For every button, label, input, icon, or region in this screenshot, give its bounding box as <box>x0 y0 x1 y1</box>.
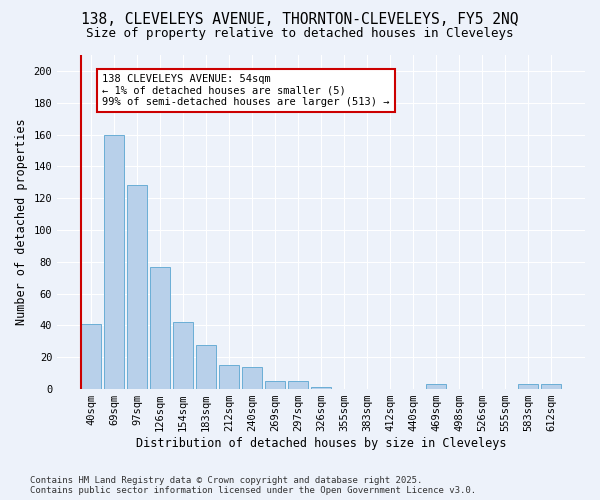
Bar <box>150 266 170 389</box>
Bar <box>541 384 561 389</box>
Bar <box>104 134 124 389</box>
Text: 138 CLEVELEYS AVENUE: 54sqm
← 1% of detached houses are smaller (5)
99% of semi-: 138 CLEVELEYS AVENUE: 54sqm ← 1% of deta… <box>103 74 390 108</box>
Bar <box>427 384 446 389</box>
X-axis label: Distribution of detached houses by size in Cleveleys: Distribution of detached houses by size … <box>136 437 506 450</box>
Text: 138, CLEVELEYS AVENUE, THORNTON-CLEVELEYS, FY5 2NQ: 138, CLEVELEYS AVENUE, THORNTON-CLEVELEY… <box>81 12 519 28</box>
Bar <box>173 322 193 389</box>
Bar <box>219 365 239 389</box>
Bar <box>311 388 331 389</box>
Bar <box>127 186 147 389</box>
Y-axis label: Number of detached properties: Number of detached properties <box>15 118 28 326</box>
Bar <box>242 367 262 389</box>
Text: Contains HM Land Registry data © Crown copyright and database right 2025.
Contai: Contains HM Land Registry data © Crown c… <box>30 476 476 495</box>
Bar <box>81 324 101 389</box>
Bar <box>265 381 285 389</box>
Bar <box>518 384 538 389</box>
Text: Size of property relative to detached houses in Cleveleys: Size of property relative to detached ho… <box>86 28 514 40</box>
Bar <box>288 381 308 389</box>
Bar <box>196 344 216 389</box>
